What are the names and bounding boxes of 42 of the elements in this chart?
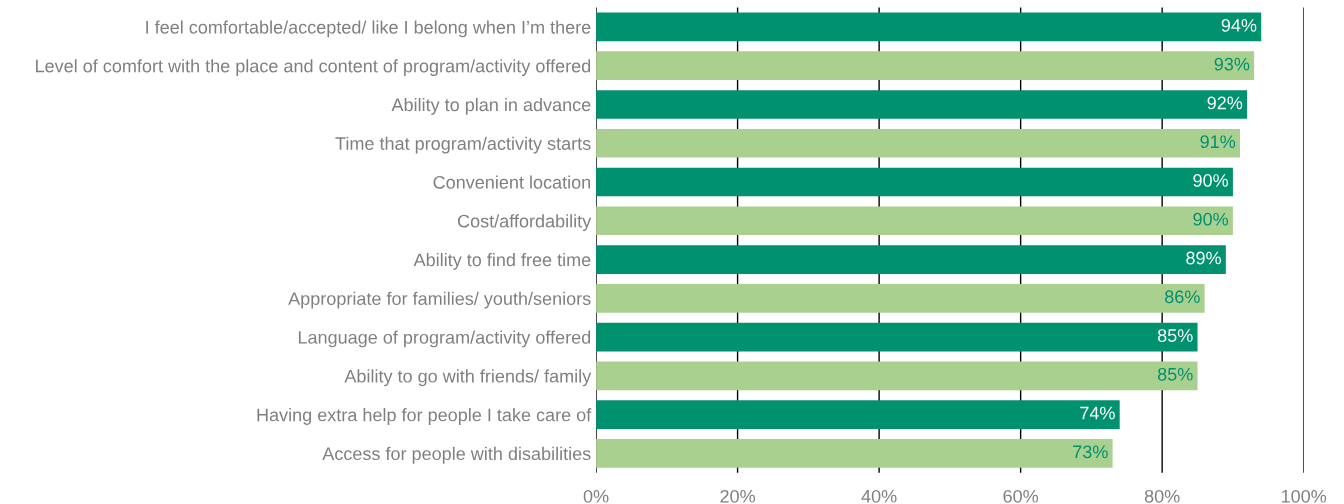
bar [596,361,1198,391]
y-tick-label: Time that program/activity starts [335,136,591,154]
y-tick-label: Appropriate for families/ youth/seniors [288,291,591,309]
data-label: 85% [1157,329,1193,342]
data-label: 93% [1214,57,1250,71]
data-label: 94% [1221,19,1257,32]
data-label: 89% [1186,251,1221,265]
x-tick-label: 40% [861,489,897,503]
y-tick-label: Ability to find free time [413,253,591,270]
data-label: 74% [1080,406,1115,420]
bar [596,439,1113,468]
data-label: 90% [1193,212,1229,226]
bar [596,322,1198,352]
y-tick-label: Convenient location [433,175,591,189]
y-tick-label: Access for people with disabilities [322,446,591,464]
bar [596,283,1205,313]
data-label: 92% [1207,96,1243,110]
data-label: 91% [1200,135,1236,149]
data-label: 86% [1165,290,1200,304]
x-tick-label: 80% [1144,489,1180,503]
y-tick-label: I feel comfortable/accepted/ like I belong when I’m there [146,20,591,38]
y-tick-label: Ability to plan in advance [391,97,591,115]
bar [596,167,1233,197]
bar [596,128,1240,158]
y-tick-label: Ability to go with friends/ family [344,369,592,387]
bar [596,400,1120,429]
bar [596,245,1226,274]
y-tick-label: Language of program/activity offered [298,330,591,348]
data-label: 73% [1073,445,1108,459]
bar [596,12,1262,42]
x-tick-label: 20% [720,489,756,503]
y-tick-label: Having extra help for people I take care of [257,408,592,425]
data-label: 85% [1157,367,1193,381]
bar [596,51,1255,81]
x-tick-label: 100% [1281,489,1327,503]
bar [596,90,1248,119]
data-label: 90% [1193,174,1229,187]
bar [596,206,1233,236]
y-tick-label: Cost/affordability [457,214,592,232]
x-tick-label: 0% [583,489,609,503]
x-tick-label: 60% [1003,489,1039,503]
y-tick-label: Level of comfort with the place and content of program/activity offered [36,59,591,76]
